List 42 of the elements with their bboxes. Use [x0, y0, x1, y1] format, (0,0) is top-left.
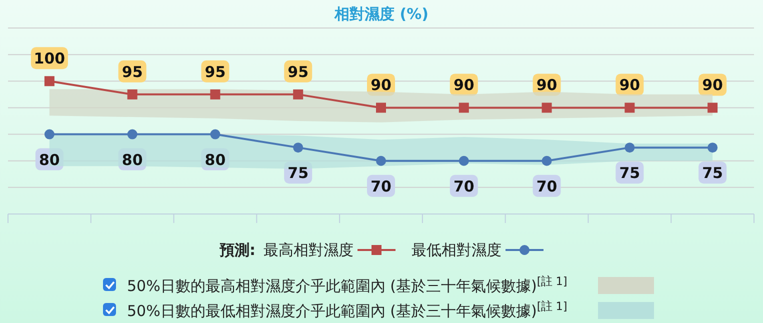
data-label: 70 — [453, 177, 474, 196]
point — [708, 102, 718, 113]
data-label: 75 — [702, 164, 723, 182]
data-label: 95 — [288, 62, 309, 81]
text: 50%日數的最低相對濕度介乎此範圍內 (基於三十年氣候數據)$^{[註 1]}$ — [127, 300, 568, 320]
data-label: 95 — [204, 62, 226, 81]
point — [44, 76, 54, 86]
legend-label: 最高相對濕度 — [264, 241, 354, 259]
point — [542, 102, 552, 113]
point — [210, 129, 220, 140]
point — [293, 89, 304, 100]
data-label: 70 — [536, 177, 558, 196]
data-label: 90 — [702, 76, 723, 94]
data-label: 80 — [122, 150, 143, 169]
point — [624, 142, 635, 153]
data-label: 75 — [288, 164, 309, 182]
data-label: 90 — [453, 76, 474, 94]
chart-title: 相對濕度 (%) — [334, 5, 428, 23]
point — [376, 102, 386, 113]
point — [458, 156, 469, 166]
data-label: 100 — [34, 50, 66, 68]
point — [44, 129, 54, 140]
data-label: 70 — [370, 177, 392, 196]
point — [127, 129, 138, 140]
text: 50%日數的最高相對濕度介乎此範圍內 (基於三十年氣候數據)$^{[註 1]}$ — [127, 274, 568, 295]
point — [127, 89, 138, 100]
data-label: 90 — [536, 76, 558, 94]
point — [458, 102, 469, 113]
legend-label: 最低相對濕度 — [412, 241, 502, 259]
data-label: 80 — [39, 150, 60, 169]
data-label: 95 — [122, 62, 143, 81]
legend-title: 預測: — [218, 241, 256, 259]
data-label: 75 — [619, 164, 640, 182]
point — [708, 142, 718, 153]
data-label: 80 — [204, 150, 226, 169]
point — [542, 156, 552, 166]
point — [293, 142, 304, 153]
data-label: 90 — [619, 76, 640, 94]
point — [376, 156, 386, 166]
data-label: 90 — [370, 76, 392, 94]
point — [624, 102, 635, 113]
point — [210, 89, 220, 100]
